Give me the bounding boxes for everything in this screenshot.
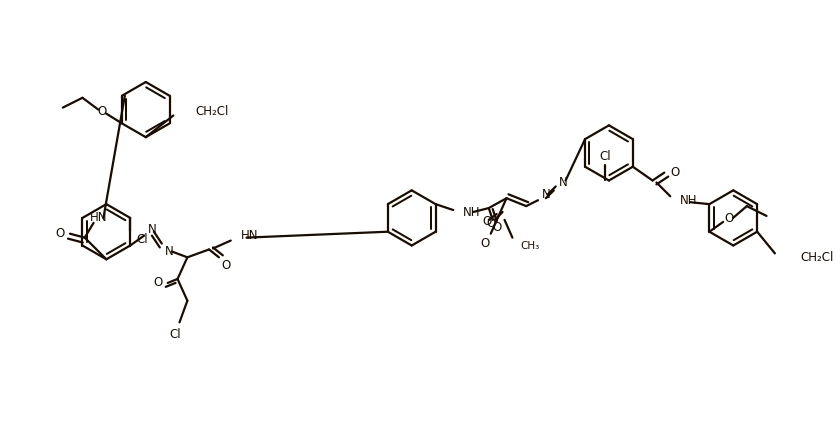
Text: O: O — [55, 227, 64, 240]
Text: HN: HN — [240, 229, 257, 242]
Text: N: N — [541, 188, 549, 201]
Text: N: N — [147, 223, 156, 236]
Text: Cl: Cl — [170, 328, 181, 341]
Text: NH: NH — [680, 194, 696, 207]
Text: O: O — [670, 166, 679, 179]
Text: O: O — [724, 213, 733, 225]
Text: O: O — [482, 216, 491, 228]
Text: CH₂Cl: CH₂Cl — [195, 105, 228, 118]
Text: HN: HN — [89, 211, 107, 225]
Text: CH₂Cl: CH₂Cl — [799, 251, 833, 264]
Text: N: N — [558, 176, 568, 189]
Text: O: O — [486, 217, 495, 230]
Text: O: O — [480, 237, 489, 250]
Text: O: O — [153, 276, 162, 289]
Text: CH₃: CH₃ — [520, 241, 539, 250]
Text: O: O — [492, 221, 501, 234]
Text: N: N — [165, 245, 174, 258]
Text: Cl: Cl — [136, 233, 148, 246]
Text: NH: NH — [462, 205, 480, 219]
Text: O: O — [221, 259, 230, 272]
Text: Cl: Cl — [599, 150, 610, 163]
Text: O: O — [98, 105, 107, 118]
